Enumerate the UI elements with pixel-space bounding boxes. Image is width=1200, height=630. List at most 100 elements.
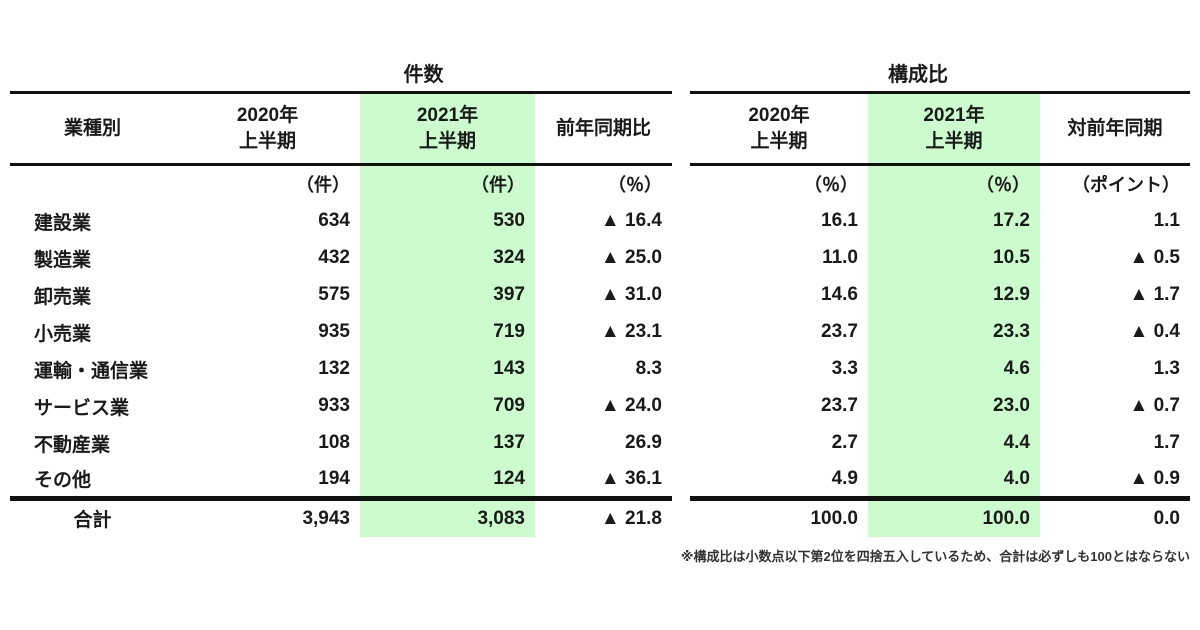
header-line2: 上半期 [925, 130, 983, 152]
cases-table: 件数 業種別 2020年 上半期 2021年 上半期 前年同期比 [10, 58, 672, 537]
composition-table-body: 16.1 17.2 1.1 11.0 10.5 ▲ 0.5 14.6 12.9 ▲ 1.7 23.… [690, 202, 1190, 499]
cell-cases_2021: 709 [360, 387, 535, 425]
table-row: 運輸・通信業 132 143 8.3 [10, 350, 672, 388]
table-row: 建設業 634 530 ▲ 16.4 [10, 202, 672, 240]
cell-share_2020: 16.1 [821, 210, 858, 231]
cell-cases_2021: 143 [360, 350, 535, 388]
cell-cases_2020: 935 [318, 321, 350, 342]
rounding-footnote: ※構成比は小数点以下第2位を四捨五入しているため、合計は必ずしも100とはならな… [680, 549, 1190, 564]
cell-diff: ▲ 0.7 [1129, 395, 1181, 416]
col-header-share-2020: 2020年 上半期 [690, 92, 868, 166]
cell-diff: ▲ 1.7 [1129, 284, 1181, 305]
cases-table-body: 建設業 634 530 ▲ 16.4 製造業 432 324 ▲ 25.0 卸売業 575 397 ▲… [10, 202, 672, 499]
cell-share_2021: 23.0 [868, 387, 1040, 425]
table-row: 小売業 935 719 ▲ 23.1 [10, 313, 672, 351]
cases-total-row: 合計 3,943 3,083 ▲ 21.8 [10, 496, 672, 537]
cell-cases_2021: 397 [360, 276, 535, 314]
cell-yoy: ▲ 36.1 [600, 467, 662, 489]
cell-industry: その他 [34, 470, 92, 492]
cell-cases_2020: 194 [318, 467, 350, 489]
cell-cases_2020: 432 [318, 247, 350, 268]
unit-cases-2021: （件） [360, 164, 535, 203]
composition-group-header: 構成比 [690, 58, 1190, 94]
col-header-cases-2021: 2021年 上半期 [360, 92, 535, 166]
cell-cases_2021: 137 [360, 424, 535, 462]
cell-industry: サービス業 [34, 397, 130, 419]
table-row: 卸売業 575 397 ▲ 31.0 [10, 276, 672, 314]
table-row: 4.9 4.0 ▲ 0.9 [690, 461, 1190, 499]
cell-share_2020: 2.7 [831, 432, 858, 453]
cell-yoy: ▲ 23.1 [600, 321, 662, 342]
table-row: 16.1 17.2 1.1 [690, 202, 1190, 240]
total-share-2020: 100.0 [690, 496, 868, 537]
composition-table: 構成比 2020年 上半期 2021年 上半期 対前年同期 （％） （％） [690, 58, 1190, 537]
cell-diff: 1.3 [1153, 358, 1180, 379]
total-cases-2021: 3,083 [360, 496, 535, 537]
col-header-vs-prev-year: 対前年同期 [1040, 92, 1190, 166]
cell-cases_2021: 719 [360, 313, 535, 351]
header-line2: 上半期 [750, 130, 808, 152]
cell-cases_2020: 132 [318, 358, 350, 379]
cases-header-row: 業種別 2020年 上半期 2021年 上半期 前年同期比 [10, 92, 672, 166]
cell-yoy: ▲ 24.0 [600, 395, 662, 416]
cell-industry: 建設業 [34, 212, 92, 234]
cell-share_2020: 23.7 [821, 321, 858, 342]
cell-diff: 1.7 [1153, 432, 1180, 453]
cell-share_2021: 4.4 [868, 424, 1040, 462]
cell-share_2020: 23.7 [821, 395, 858, 416]
col-header-cases-2020: 2020年 上半期 [175, 92, 360, 166]
cell-share_2021: 10.5 [868, 239, 1040, 277]
col-header-share-2021: 2021年 上半期 [868, 92, 1040, 166]
table-row: 2.7 4.4 1.7 [690, 424, 1190, 462]
header-line1: 2020年 [748, 104, 810, 126]
composition-group-row: 構成比 [690, 58, 1190, 94]
header-line2: 上半期 [418, 130, 476, 152]
cell-yoy: ▲ 31.0 [600, 284, 662, 305]
composition-total-row: 100.0 100.0 0.0 [690, 496, 1190, 537]
cell-cases_2020: 634 [318, 210, 350, 231]
col-header-industry: 業種別 [10, 92, 175, 166]
header-line2: 上半期 [238, 130, 296, 152]
cell-yoy: 8.3 [635, 358, 662, 379]
table-row: 不動産業 108 137 26.9 [10, 424, 672, 462]
composition-units-row: （％） （％） （ポイント） [690, 164, 1190, 203]
cell-share_2021: 4.0 [868, 461, 1040, 499]
cell-cases_2021: 530 [360, 202, 535, 240]
header-line1: 2021年 [923, 104, 985, 126]
unit-yoy: （％） [608, 175, 662, 196]
table-row: 23.7 23.0 ▲ 0.7 [690, 387, 1190, 425]
total-share-2021: 100.0 [868, 496, 1040, 537]
cell-share_2020: 11.0 [822, 247, 858, 268]
cell-industry: 小売業 [34, 323, 92, 345]
unit-cases-2020: （件） [296, 175, 350, 196]
total-label: 合計 [10, 496, 175, 537]
table-row: 3.3 4.6 1.3 [690, 350, 1190, 388]
spacer-cell [10, 165, 175, 203]
cases-units-row: （件） （件） （％） [10, 164, 672, 203]
cell-diff: ▲ 0.4 [1129, 321, 1181, 342]
cell-industry: 不動産業 [34, 434, 111, 456]
cell-share_2021: 23.3 [868, 313, 1040, 351]
cell-share_2020: 4.9 [831, 467, 858, 489]
header-line1: 2021年 [416, 104, 479, 126]
cell-cases_2020: 933 [318, 395, 350, 416]
table-row: 11.0 10.5 ▲ 0.5 [690, 239, 1190, 277]
cell-share_2020: 14.6 [821, 284, 858, 305]
cell-industry: 運輸・通信業 [34, 360, 149, 382]
cell-cases_2020: 108 [318, 432, 350, 453]
cell-share_2020: 3.3 [831, 358, 858, 379]
cell-cases_2021: 324 [360, 239, 535, 277]
cell-yoy: 26.9 [625, 432, 662, 453]
table-row: サービス業 933 709 ▲ 24.0 [10, 387, 672, 425]
cell-industry: 製造業 [34, 249, 92, 271]
unit-share-2020: （％） [804, 175, 858, 196]
cell-industry: 卸売業 [34, 286, 92, 308]
cell-yoy: ▲ 25.0 [600, 247, 662, 268]
cell-diff: ▲ 0.5 [1129, 247, 1181, 268]
total-yoy: ▲ 21.8 [535, 496, 672, 537]
cell-diff: ▲ 0.9 [1129, 467, 1181, 489]
spacer-cell [10, 58, 175, 94]
tables-container: 件数 業種別 2020年 上半期 2021年 上半期 前年同期比 [10, 58, 1190, 537]
table-row: その他 194 124 ▲ 36.1 [10, 461, 672, 499]
